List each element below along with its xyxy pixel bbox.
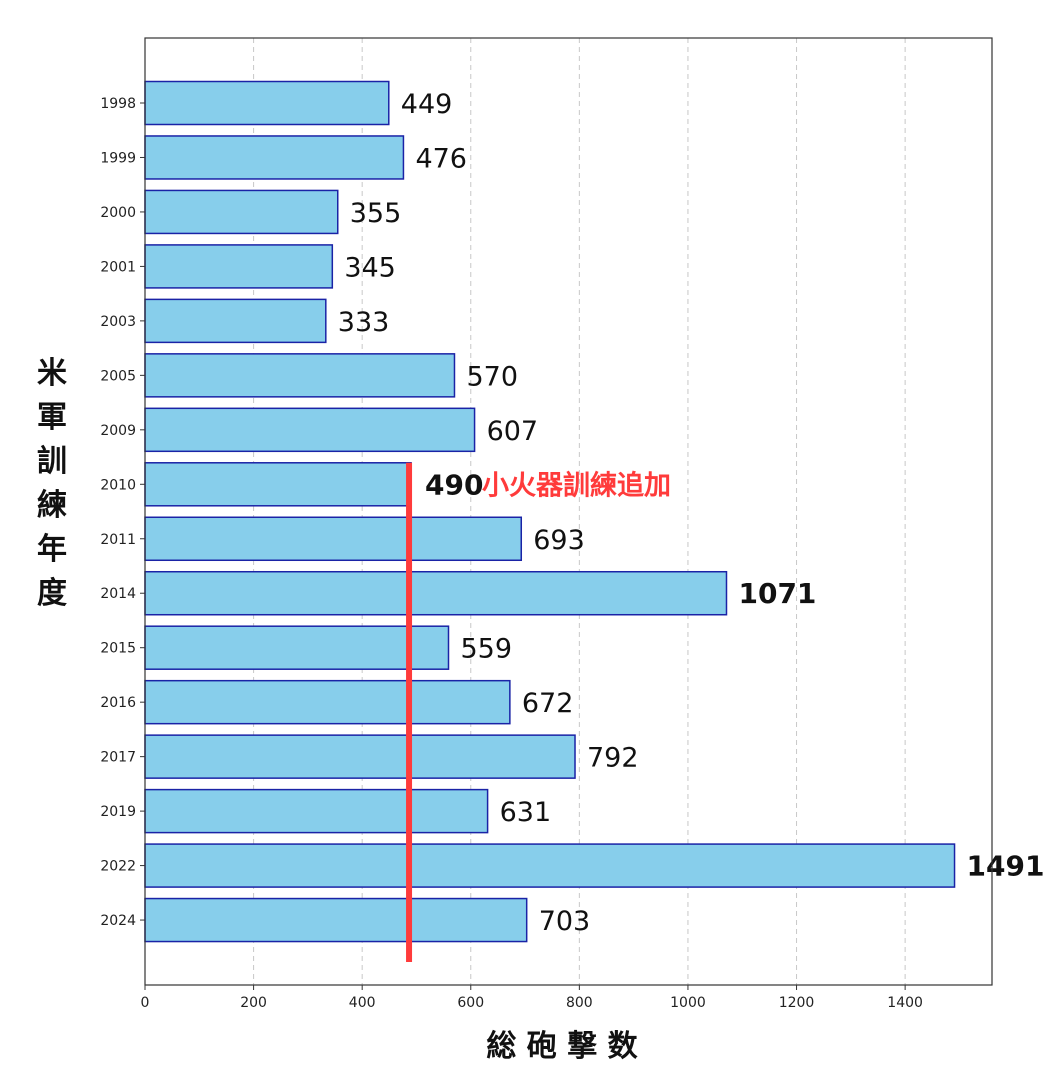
data-label: 559 <box>461 634 513 665</box>
bar <box>144 244 334 289</box>
y-tick-label: 2011 <box>100 532 136 548</box>
x-tick-label: 1400 <box>887 995 923 1011</box>
data-label: 672 <box>522 688 574 719</box>
y-tick-label: 1998 <box>100 96 136 112</box>
bar <box>144 897 528 943</box>
bar <box>144 135 405 180</box>
annotation-label: 小火器訓練追加 <box>482 469 671 501</box>
y-tick-label: 2019 <box>100 804 136 820</box>
y-tick-label: 2024 <box>100 913 136 929</box>
x-tick-label: 1200 <box>779 995 815 1011</box>
y-axis-title-char: 度 <box>37 576 67 611</box>
bar <box>144 407 476 453</box>
y-axis-title-char: 訓 <box>37 444 67 479</box>
y-tick-label: 2022 <box>100 859 136 875</box>
y-tick-label: 2016 <box>100 695 136 711</box>
data-label: 570 <box>466 361 518 392</box>
y-tick-label: 2010 <box>100 477 136 493</box>
bar <box>144 80 390 126</box>
data-label: 345 <box>344 252 396 283</box>
x-tick-label: 200 <box>240 995 267 1011</box>
x-tick-label: 400 <box>349 995 376 1011</box>
y-axis-title-char: 年 <box>37 532 67 567</box>
data-label: 476 <box>415 143 467 174</box>
data-label: 792 <box>587 743 639 774</box>
axes: 0 200 400 600 800 1000 1200 1400 1998 1999 2000 200… <box>100 37 993 1011</box>
y-tick-label: 2001 <box>100 259 136 275</box>
x-axis-title: 総 砲 撃 数 <box>486 1029 638 1064</box>
y-tick-label: 2009 <box>100 423 136 439</box>
data-label: 703 <box>539 906 591 937</box>
bar <box>144 788 489 834</box>
bar <box>144 516 523 562</box>
bar <box>144 625 450 670</box>
bars <box>144 80 956 943</box>
data-label: 1491 <box>967 850 1045 883</box>
data-label: 631 <box>500 797 552 828</box>
y-tick-label: 2000 <box>100 205 136 221</box>
data-label: 355 <box>350 198 402 229</box>
data-label: 693 <box>533 525 585 556</box>
y-axis-title-char: 米 <box>37 356 67 391</box>
bar <box>144 189 339 235</box>
y-tick-label: 2005 <box>100 368 136 384</box>
y-tick-label: 2017 <box>100 750 136 766</box>
data-label: 449 <box>401 89 453 120</box>
data-label: 490 <box>425 468 483 501</box>
y-tick-label: 2015 <box>100 641 136 657</box>
bar <box>144 734 576 779</box>
y-tick-label: 2003 <box>100 314 136 330</box>
data-label: 607 <box>487 416 539 447</box>
data-label: 1071 <box>738 577 816 610</box>
x-tick-label: 800 <box>566 995 593 1011</box>
y-tick-label: 2014 <box>100 586 136 602</box>
data-label: 333 <box>338 307 390 338</box>
bar <box>144 353 456 398</box>
bar <box>144 462 412 507</box>
y-axis-title-char: 練 <box>37 488 67 523</box>
x-tick-label: 600 <box>457 995 484 1011</box>
grid-lines <box>253 38 906 985</box>
y-tick-label: 1999 <box>100 150 136 166</box>
bar <box>144 843 956 888</box>
bar <box>144 298 327 344</box>
x-tick-label: 1000 <box>670 995 706 1011</box>
bar <box>144 570 728 616</box>
bar <box>144 679 511 725</box>
plot-frame <box>144 37 993 986</box>
y-axis-title-char: 軍 <box>37 400 67 435</box>
x-tick-label: 0 <box>141 995 150 1011</box>
